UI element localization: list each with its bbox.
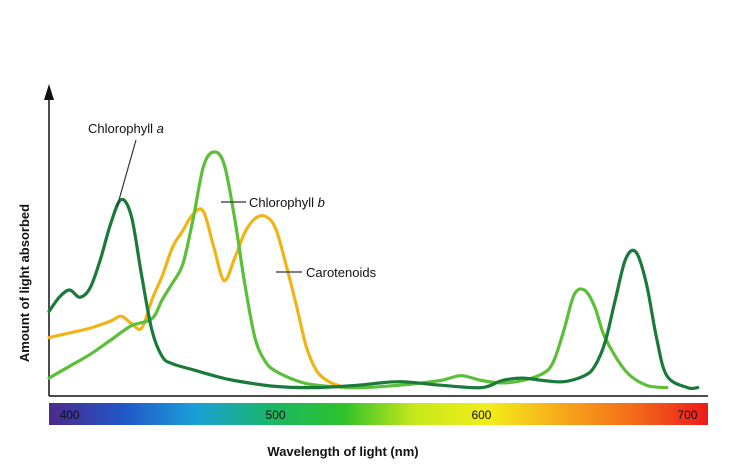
visible-spectrum-bar <box>49 403 708 425</box>
series-label-chlorophyll-a: Chlorophyll a <box>88 121 164 136</box>
x-tick-label: 600 <box>471 408 491 422</box>
x-axis-title: Wavelength of light (nm) <box>267 444 418 459</box>
y-axis-title: Amount of light absorbed <box>17 204 32 362</box>
curve-chlorophyll-b <box>47 150 669 390</box>
x-tick-label: 500 <box>266 408 286 422</box>
curve-carotenoids <box>47 207 360 390</box>
curve-chlorophyll-a <box>47 197 700 391</box>
leader-line-chlorophyll-a <box>116 139 137 208</box>
x-tick-labels: 400 500 600 700 <box>60 408 698 422</box>
y-axis <box>44 84 54 396</box>
series-label-carotenoids: Carotenoids <box>306 265 377 280</box>
series-label-chlorophyll-b: Chlorophyll b <box>249 195 325 210</box>
x-tick-label: 400 <box>60 408 80 422</box>
x-tick-label: 700 <box>677 408 697 422</box>
absorption-curves <box>47 150 700 391</box>
series-labels: Chlorophyll a Chlorophyll b Carotenoids <box>88 121 377 280</box>
y-axis-arrow-icon <box>44 84 54 100</box>
